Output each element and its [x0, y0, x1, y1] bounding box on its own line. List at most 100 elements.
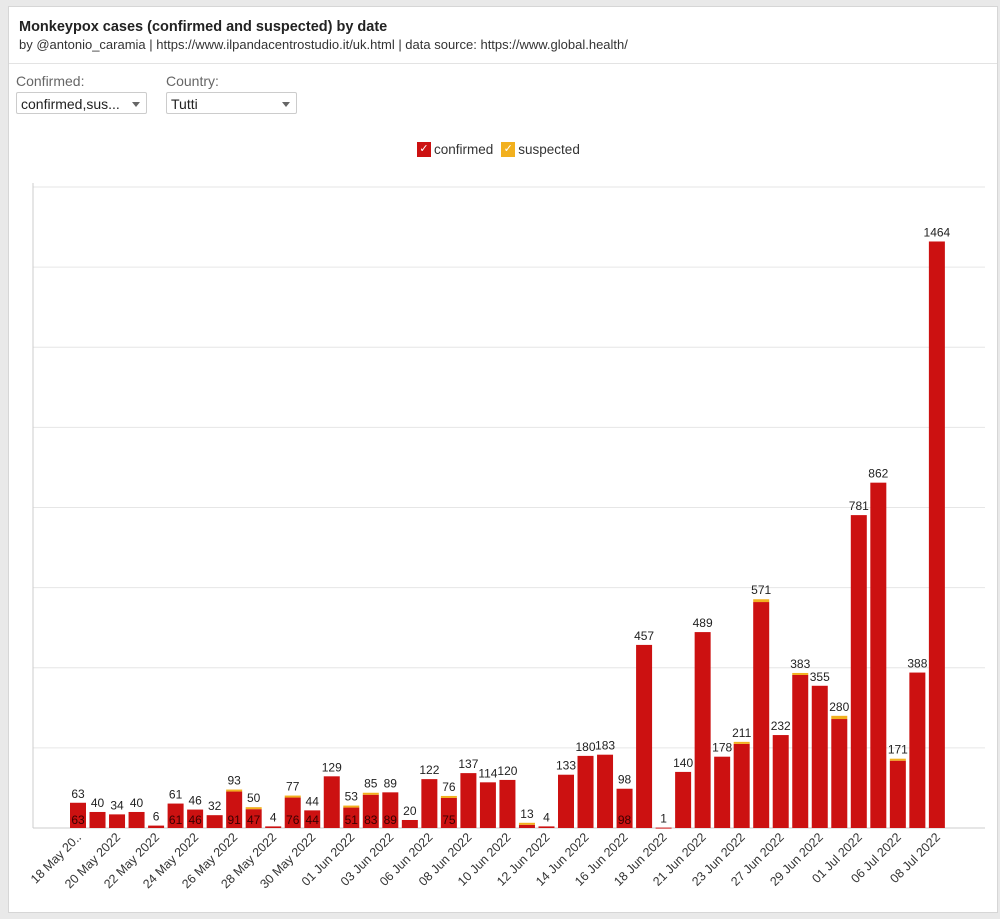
data-label: 85: [364, 777, 378, 791]
data-label: 76: [442, 780, 456, 794]
bar-confirmed: [655, 827, 672, 829]
bar-confirmed: [421, 779, 438, 828]
bar-confirmed: [889, 760, 906, 828]
data-label: 44: [306, 794, 320, 808]
bar-confirmed: [558, 774, 574, 828]
bar-suspected: [362, 792, 379, 795]
data-label: 46: [188, 794, 202, 808]
legend-item-suspected[interactable]: ✓ suspected: [501, 142, 580, 157]
bar-confirmed: [128, 811, 145, 828]
chart-panel: Monkeypox cases (confirmed and suspected…: [8, 6, 998, 913]
bar-confirmed: [89, 811, 106, 828]
data-label: 171: [888, 743, 908, 757]
bar-confirmed: [187, 809, 204, 828]
data-label: 4: [270, 810, 277, 824]
data-label: 133: [556, 759, 576, 773]
bar-suspected: [792, 672, 809, 675]
checkbox-icon: ✓: [501, 142, 516, 157]
bar-confirmed: [148, 825, 165, 828]
data-label: 13: [520, 807, 534, 821]
bar-confirmed: [343, 807, 360, 828]
bar-confirmed: [909, 672, 926, 828]
data-label: 34: [110, 798, 124, 812]
bar-confirmed: [265, 826, 282, 828]
bar-suspected: [226, 789, 243, 792]
data-label: 180: [576, 740, 596, 754]
data-label: 232: [771, 719, 791, 733]
country-filter-value: Tutti: [171, 96, 198, 112]
data-label: 50: [247, 791, 261, 805]
data-label-inner: 75: [442, 813, 456, 827]
data-label: 457: [634, 629, 654, 643]
bar-confirmed: [479, 782, 496, 828]
bar-suspected: [889, 758, 906, 761]
bar-confirmed: [499, 779, 516, 828]
checkbox-icon: ✓: [417, 142, 431, 157]
data-label: 20: [403, 804, 417, 818]
bar-confirmed: [518, 824, 535, 828]
data-label: 98: [618, 773, 632, 787]
data-label: 178: [712, 741, 732, 755]
bar-suspected: [753, 599, 770, 603]
legend-label: suspected: [518, 142, 580, 157]
bar-suspected: [831, 715, 848, 720]
data-label-inner: 76: [286, 813, 300, 827]
data-label: 211: [732, 726, 751, 740]
bar-suspected: [343, 805, 360, 808]
bar-suspected: [518, 822, 535, 825]
data-label: 280: [829, 700, 849, 714]
data-label: 6: [153, 810, 160, 824]
bar-confirmed: [460, 773, 477, 828]
data-label: 129: [322, 760, 342, 774]
bar-suspected: [284, 795, 301, 798]
header-divider: [9, 63, 997, 64]
data-label: 781: [849, 499, 869, 513]
bar-confirmed: [714, 756, 731, 828]
bar-confirmed: [382, 792, 399, 828]
bar-confirmed: [616, 788, 633, 828]
chart-title: Monkeypox cases (confirmed and suspected…: [19, 19, 388, 35]
bar-confirmed: [323, 776, 340, 828]
bar-confirmed: [772, 735, 789, 828]
bar-confirmed: [694, 632, 711, 828]
bar-confirmed: [401, 819, 418, 828]
data-label-inner: 63: [71, 813, 85, 827]
bar-confirmed: [675, 771, 692, 828]
data-label: 1464: [924, 225, 951, 239]
data-label: 89: [384, 776, 398, 790]
data-label: 114: [478, 766, 497, 780]
country-filter-label: Country:: [166, 73, 219, 89]
bar-confirmed: [284, 797, 301, 828]
data-label: 388: [907, 657, 927, 671]
data-label: 383: [790, 657, 810, 671]
data-label: 355: [810, 670, 830, 684]
bar-confirmed: [167, 803, 184, 828]
chevron-down-icon: [132, 102, 140, 107]
data-label-inner: 44: [306, 813, 320, 827]
data-label-inner: 91: [227, 813, 241, 827]
data-label-inner: 51: [345, 813, 359, 827]
data-label: 32: [208, 799, 222, 813]
legend-label: confirmed: [434, 142, 494, 157]
bar-confirmed: [538, 826, 555, 828]
bar-confirmed: [304, 810, 321, 828]
data-label-inner: 61: [169, 813, 183, 827]
bar-confirmed: [792, 674, 809, 828]
bar-confirmed: [245, 809, 262, 828]
data-label: 137: [458, 757, 478, 771]
confirmed-filter-select[interactable]: confirmed,sus...: [16, 92, 147, 114]
bar-confirmed: [733, 743, 750, 828]
country-filter-select[interactable]: Tutti: [166, 92, 297, 114]
bar-confirmed: [577, 755, 594, 828]
legend-item-confirmed[interactable]: ✓ confirmed: [417, 142, 493, 157]
data-label-inner: 46: [188, 813, 202, 827]
data-label: 122: [419, 763, 439, 777]
data-label: 571: [751, 583, 771, 597]
bar-suspected: [440, 795, 457, 798]
data-label: 183: [595, 739, 615, 753]
data-label: 40: [91, 796, 105, 810]
bar-suspected: [245, 807, 262, 810]
data-label: 4: [543, 810, 550, 824]
bar-confirmed: [109, 814, 126, 828]
data-label: 61: [169, 788, 183, 802]
